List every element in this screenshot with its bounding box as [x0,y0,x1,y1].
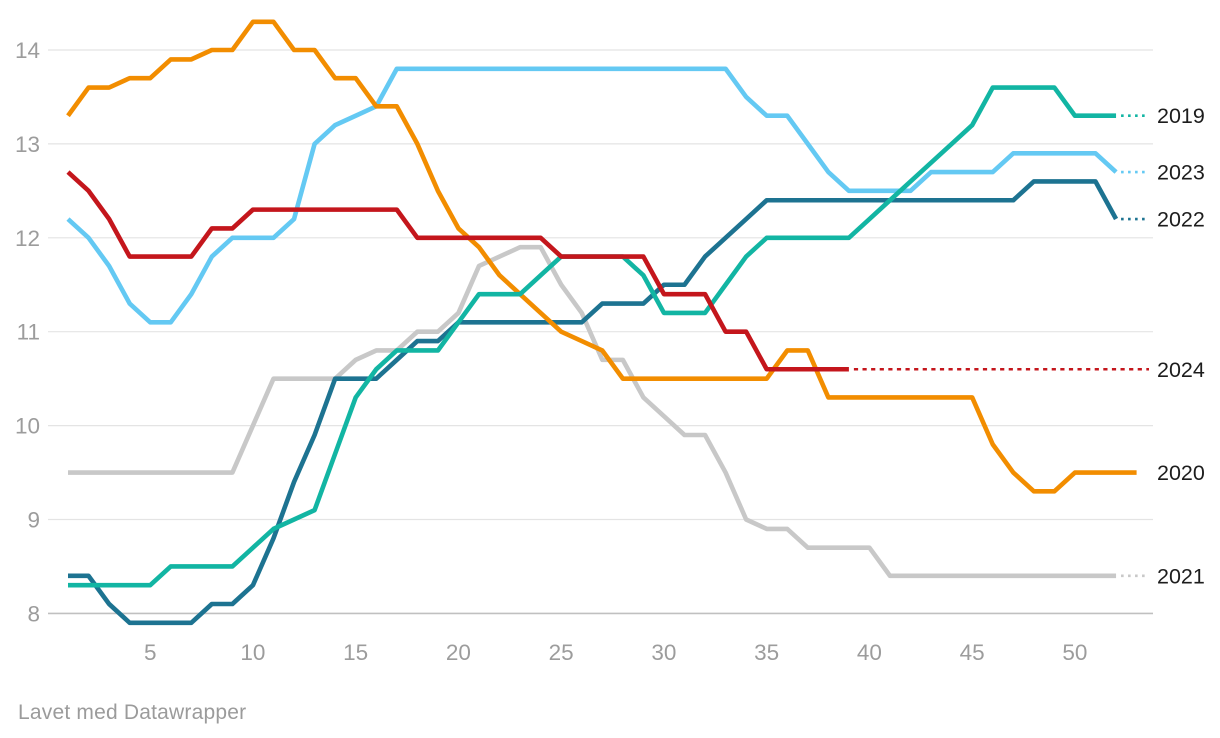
y-tick-label-12: 12 [15,226,40,251]
line-2020 [66,19,1137,494]
y-tick-label-13: 13 [15,132,40,157]
line-2023 [66,66,1118,325]
credit-link[interactable]: Lavet med Datawrapper [18,701,247,724]
x-tick-label-45: 45 [960,640,985,665]
chart-credit: Lavet med Datawrapper [18,701,246,725]
series-label-2021: 2021 [1157,564,1205,588]
line-2022 [68,179,1119,626]
y-tick-label-11: 11 [17,320,40,345]
x-tick-label-10: 10 [240,640,265,665]
x-tick-label-20: 20 [446,640,471,665]
y-tick-label-10: 10 [15,414,40,439]
chart-canvas: 14 13 12 11 10 9 8 5 10 15 20 25 30 35 40 45 50 2021 2023 2… [15,19,1205,665]
x-tick-label-40: 40 [857,640,882,665]
series-label-2022: 2022 [1157,208,1205,232]
x-tick-label-15: 15 [343,640,368,665]
series-label-2024: 2024 [1157,358,1205,382]
y-tick-label-14: 14 [15,38,40,63]
x-tick-label-30: 30 [651,640,676,665]
x-tick-label-25: 25 [549,640,574,665]
x-tick-label-50: 50 [1062,640,1087,665]
x-tick-label-35: 35 [754,640,779,665]
y-tick-label-9: 9 [27,508,40,533]
line-chart: 14 13 12 11 10 9 8 5 10 15 20 25 30 35 40 45 50 2021 2023 2… [15,19,1205,665]
x-tick-label-5: 5 [144,640,157,665]
y-tick-label-8: 8 [27,601,40,626]
line-2021 [68,244,1117,579]
series-label-2019: 2019 [1157,104,1205,128]
series-label-2023: 2023 [1157,161,1205,185]
line-2024 [66,170,849,372]
series-label-2020: 2020 [1157,461,1205,485]
